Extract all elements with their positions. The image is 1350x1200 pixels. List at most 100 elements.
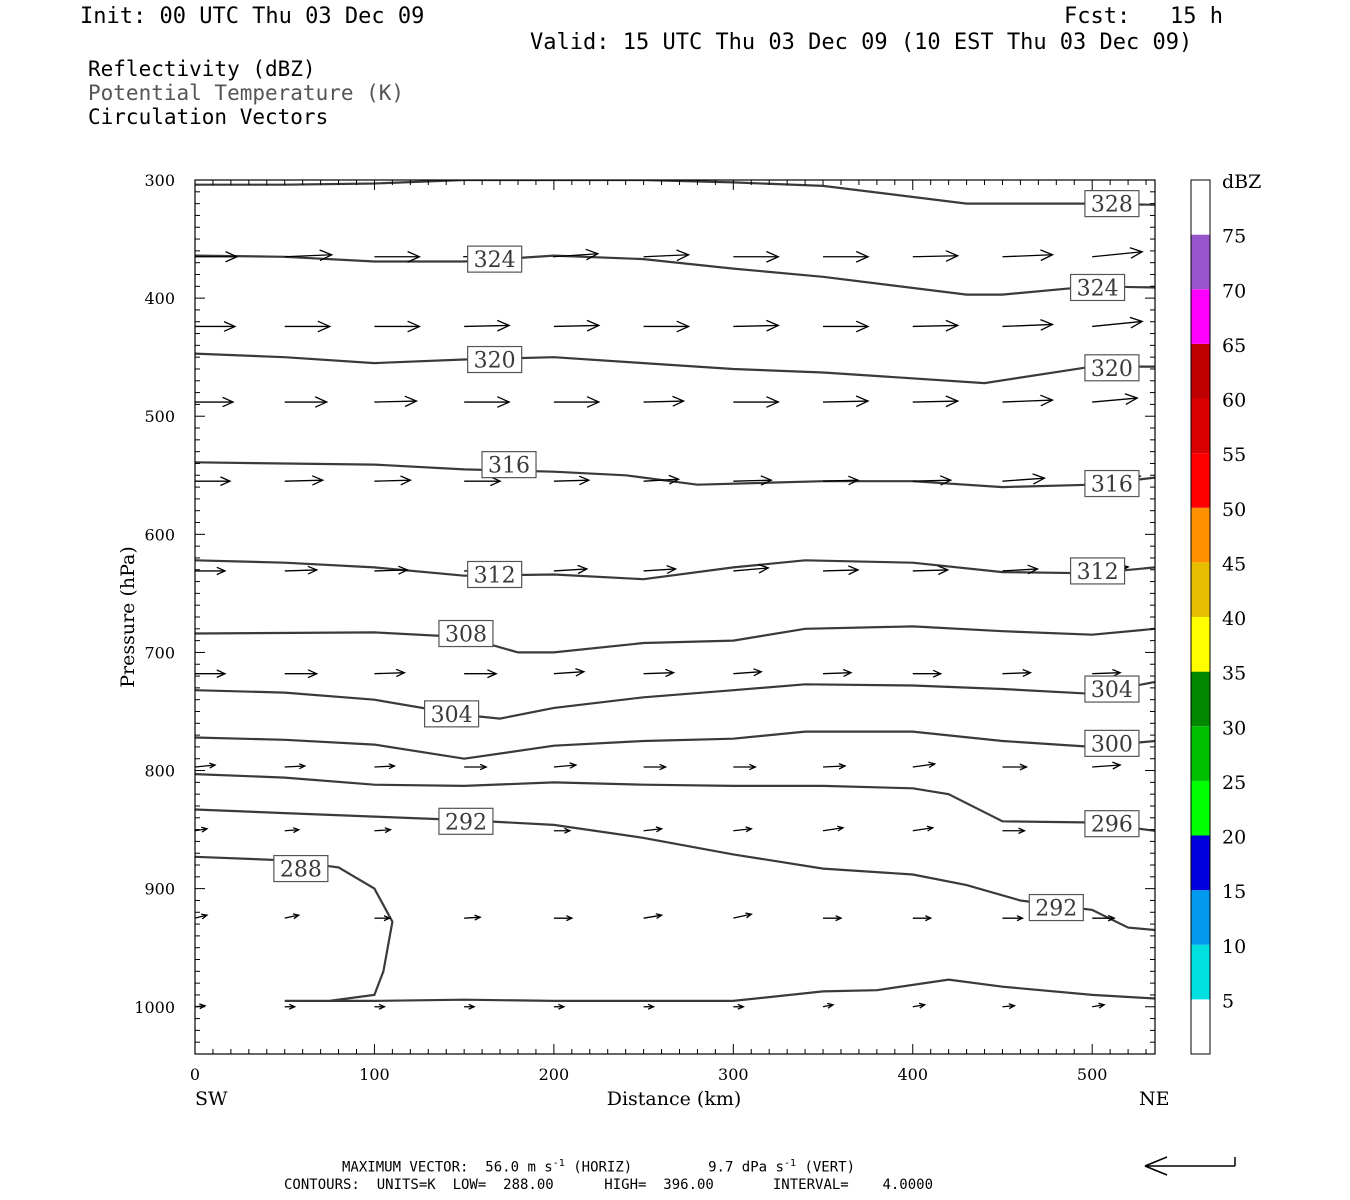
colorbar-segment [1191,835,1210,891]
circulation-vector [284,913,301,920]
circulation-vector [553,667,586,677]
x-tick-label: 500 [1077,1065,1108,1084]
circulation-vector [822,1002,835,1009]
isentrope-label-text: 296 [1091,813,1133,838]
isentrope-label-layer: 328 324 324 320 320 316 316 312 312 308 304 304 300 2… [273,190,1140,922]
vector-shaft [284,765,305,768]
vector-head [766,319,780,332]
isentrope-292 [195,808,1155,932]
isentrope-label: 316 [481,451,537,479]
vector-shaft [1092,672,1121,675]
circulation-vector [643,474,681,485]
isentrope-label-text: 328 [1091,193,1133,218]
isentrope-label-text: 324 [1077,276,1119,301]
vector-head [307,669,319,679]
vector-head [945,395,960,408]
vector-head [220,476,232,487]
vector-head [760,475,773,486]
colorbar-segment [1191,289,1210,344]
circulation-vector [284,1003,297,1010]
vector-head [848,475,860,486]
vector-shaft [284,914,299,919]
vector-head [837,825,845,832]
vector-head [490,476,502,487]
colorbar-tick-label: 35 [1222,663,1246,685]
vector-head [745,912,753,919]
circulation-vector [464,914,482,921]
max-vector-label: MAXIMUM VECTOR: [342,1159,469,1176]
isentrope-label-box [1069,273,1126,302]
colorbar-segment [1191,562,1210,617]
vector-head [288,1003,297,1010]
plot-frame [194,179,1156,1055]
vector-shaft [643,568,676,572]
vector-shaft [1092,251,1143,258]
vector-head [835,915,843,922]
circulation-vector [912,915,933,922]
circulation-vector [912,825,935,832]
vector-head [383,915,392,922]
x-tick-label: 400 [897,1065,928,1084]
vector-shaft [912,1004,925,1008]
vector-head [1129,316,1144,329]
vector-shaft [733,567,769,572]
vector-shaft [1002,254,1053,258]
colorbar-segment [1191,671,1210,727]
circulation-vector [464,396,511,408]
vector-shaft [553,764,576,768]
vector-head [1098,1002,1106,1009]
vector-head [753,668,763,677]
circulation-vector [912,475,953,486]
vector-head [404,395,419,408]
vector-shaft [643,400,684,403]
isentrope-label: 312 [467,560,523,588]
isentrope-label-box [1084,675,1140,703]
isentrope-label-box [1028,893,1084,922]
isentrope-label-text: 288 [280,858,322,883]
circulation-vector [374,475,413,486]
circulation-vector [195,321,237,332]
colorbar-tick-label: 25 [1222,772,1246,794]
vector-head [659,763,668,771]
y-tick-label: 900 [144,880,175,899]
vector-head [827,1002,835,1009]
vector-head [945,319,960,332]
circulation-vector [374,395,419,408]
y-tick-label: 400 [144,289,175,308]
vector-head [1112,668,1122,677]
circulation-vector [912,1002,927,1009]
vector-shaft [552,253,598,258]
vector-head [925,915,933,922]
circulation-vector [733,668,763,677]
circulation-vector [823,250,870,263]
circulation-vector [912,565,950,576]
isentrope-300 [195,730,1155,760]
vector-head [672,395,686,407]
vector-head [1124,393,1139,405]
vector-head [932,669,943,678]
circulation-vector [195,762,217,769]
circulation-vector [823,395,870,408]
max-vector-line: MAXIMUM VECTOR: 56.0 m s-1 (HORIZ) 9.7 d… [342,1158,855,1176]
vector-shaft [912,255,958,258]
colorbar-tick-label: 65 [1222,335,1246,357]
circulation-vector [733,826,753,833]
vector-shaft [195,828,208,832]
vector-head [199,1003,207,1010]
circulation-vector [284,669,319,679]
isentrope-label-box [273,854,329,883]
isentrope-312 [195,559,1155,581]
circulation-vector [553,396,601,408]
vector-shaft [912,400,958,403]
isentrope-label: 328 [1084,190,1140,218]
vert-exponent: -1 [783,1158,796,1169]
colorbar-tick-label: 60 [1222,390,1246,412]
vector-head [216,669,227,678]
circulation-vector [822,825,845,832]
vector-shaft [912,827,933,832]
circulation-vector [284,565,319,575]
isentrope-label-text: 324 [474,248,516,273]
vector-shaft [1002,399,1053,403]
vert-tag: (VERT) [804,1159,856,1176]
